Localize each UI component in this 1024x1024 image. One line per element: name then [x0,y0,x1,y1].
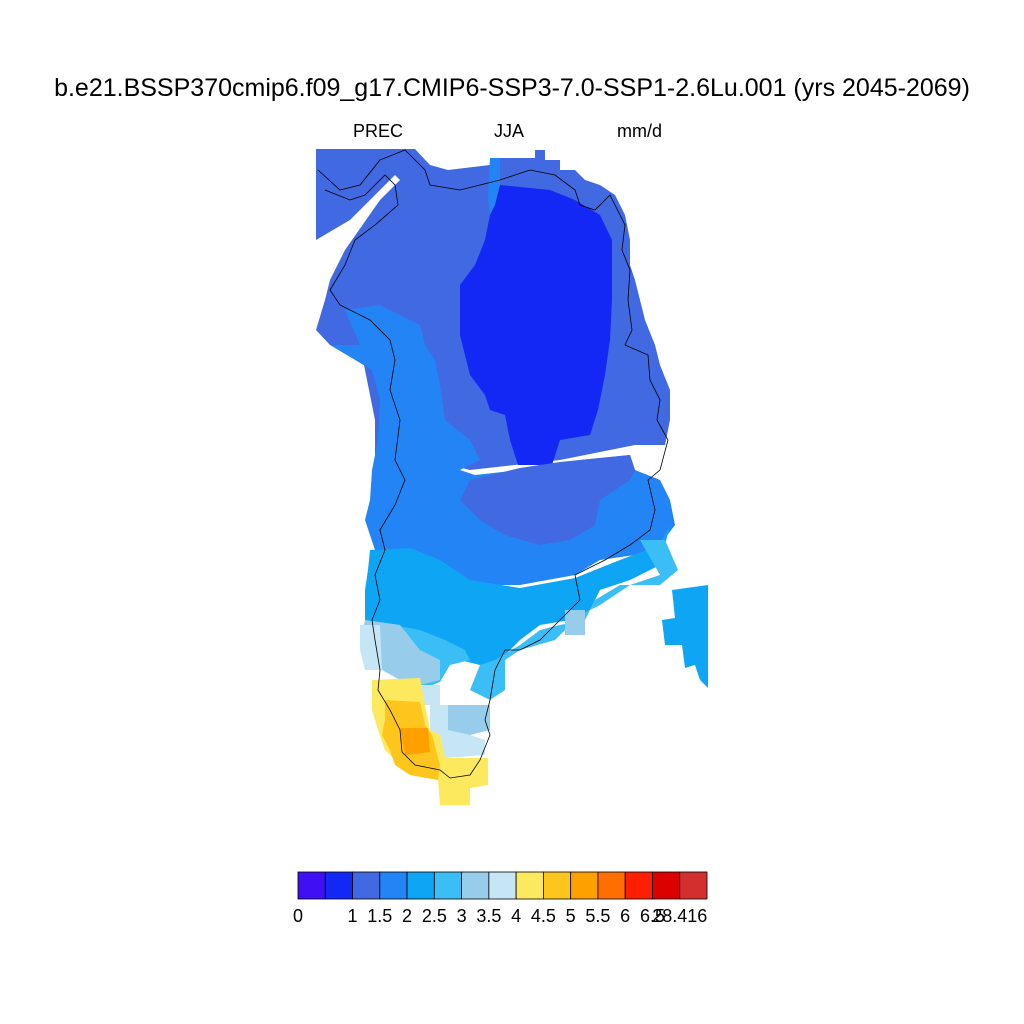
colorbar-tick-label: 6 [620,906,631,926]
colorbar-swatch [515,871,544,900]
season-label: JJA [494,121,525,141]
variable-label: PREC [353,121,404,141]
colorbar-swatch [624,871,653,900]
colorbar-swatch [570,871,599,900]
colorbar-tick-label: 1 [347,906,358,926]
map-region-southern-tip-d [360,625,382,670]
colorbar-swatch [433,871,463,900]
map-region-northern-strip [488,158,500,215]
map-region-southern-tip-i [400,728,430,755]
colorbar-swatch [652,871,681,900]
colorbar-swatch [352,871,381,900]
map-region-southern-tip-b [565,610,585,635]
colorbar-tick-label: 3.5 [476,906,502,926]
map-region-east-island [662,585,708,688]
colorbar-tick-label: 1.5 [367,906,393,926]
map-region-interior [460,185,612,465]
map-region-central-mid [460,455,635,545]
coastline [317,149,669,779]
colorbar-swatch [461,871,490,900]
colorbar-swatch [679,871,708,900]
colorbar-tick-label: 3 [456,906,467,926]
colorbar-tick-label: 6.5 [639,906,665,926]
colorbar-tick-label: 4.5 [530,906,556,926]
units-label: mm/d [617,121,662,141]
colorbar-tick-label: 4 [511,906,522,926]
colorbar-swatch [543,871,572,900]
map-region-southern-tip-f [430,705,485,758]
colorbar-tick-label: 5.5 [585,906,611,926]
map-region-southern-tip-c [445,705,490,735]
colorbar-swatch [597,871,626,900]
colorbar-swatch [406,871,435,900]
map-region-southeast-coast [470,540,678,700]
colorbar-tick-label: 2 [402,906,413,926]
colorbar-tick-label: 5 [565,906,576,926]
colorbar-tick-label: 28.416 [652,906,708,926]
colorbar-tick-label: 0 [292,906,304,926]
colorbar-swatch [379,871,408,900]
colorbar-tick-label: 2.5 [421,906,447,926]
map-region-southern-interior [365,525,670,665]
plot-title: b.e21.BSSP370cmip6.f09_g17.CMIP6-SSP3-7.… [54,74,970,102]
colorbar-swatch [324,871,353,900]
colorbar-swatch [488,871,517,900]
map-region-southern-tip-e [420,685,440,705]
colorbar-swatch [297,871,326,900]
